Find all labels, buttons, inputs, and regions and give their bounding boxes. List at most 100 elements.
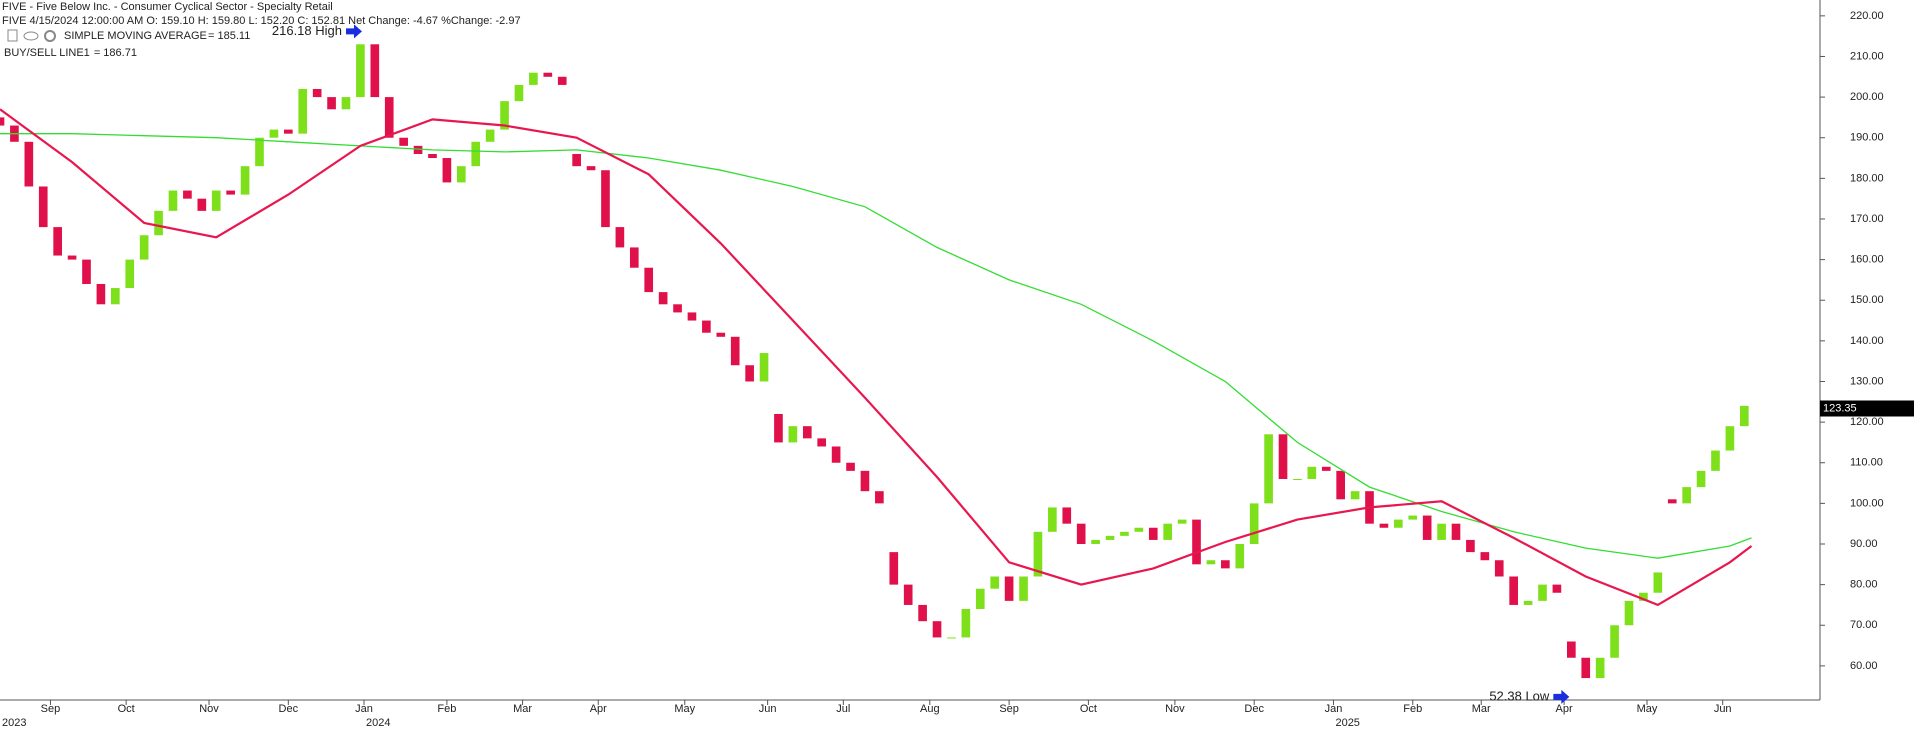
year-label: 2023 [2, 717, 26, 729]
candle [341, 97, 351, 110]
last-price-box [1820, 400, 1914, 417]
candle [932, 621, 942, 638]
candle [1350, 491, 1360, 500]
x-tick-label: Jun [759, 703, 777, 715]
candle [1076, 523, 1086, 544]
candle [702, 320, 711, 333]
candle [1249, 503, 1259, 544]
candle [1379, 523, 1389, 528]
x-tick-label: Mar [513, 703, 532, 715]
candle [327, 97, 336, 110]
candle [1062, 507, 1072, 524]
annotation-label: 216.18 High [272, 23, 342, 38]
candle [831, 446, 841, 463]
candle [485, 129, 495, 142]
toolbar-icons[interactable] [7, 29, 56, 42]
candle [211, 190, 221, 211]
candle [1293, 478, 1302, 480]
candle [1480, 552, 1490, 561]
candle [774, 413, 783, 443]
candle [1667, 499, 1677, 504]
candle [1264, 434, 1273, 504]
candle [1019, 576, 1028, 601]
candle [1581, 657, 1591, 679]
legend-value: = 186.71 [94, 47, 137, 59]
candle [471, 141, 481, 167]
x-tick-label: Oct [1080, 703, 1097, 715]
candle [1120, 531, 1129, 536]
candle [1494, 560, 1504, 577]
candle [1321, 466, 1331, 471]
y-tick-label: 220.00 [1850, 10, 1884, 22]
candle [572, 153, 581, 167]
candle [961, 608, 971, 638]
candle [298, 88, 308, 134]
trash-icon[interactable] [7, 29, 18, 42]
eye-icon[interactable] [23, 31, 39, 41]
candle [975, 588, 985, 609]
year-label: 2025 [1335, 717, 1359, 729]
candle [860, 470, 870, 492]
candle [1538, 584, 1547, 601]
candle [687, 312, 697, 321]
candle [673, 304, 682, 313]
x-tick-label: Sep [41, 703, 61, 715]
x-tick-label: Jan [1325, 703, 1343, 715]
candle [139, 235, 149, 260]
candle [1725, 426, 1735, 451]
candle [1739, 405, 1749, 427]
candle [1523, 600, 1533, 605]
gear-icon[interactable] [44, 30, 56, 42]
candle [658, 292, 668, 305]
candle [154, 210, 163, 236]
x-tick-label: Nov [199, 703, 219, 715]
candle [1624, 600, 1634, 626]
x-tick-label: Mar [1472, 703, 1491, 715]
candle [1552, 584, 1562, 593]
candle [903, 584, 913, 605]
candle [1091, 539, 1100, 544]
candle [875, 491, 884, 504]
candle [745, 365, 754, 382]
candle [644, 267, 654, 293]
candle [399, 137, 408, 146]
y-tick-label: 100.00 [1850, 497, 1884, 509]
x-tick-label: Sep [999, 703, 1019, 715]
y-tick-label: 180.00 [1850, 172, 1884, 184]
candle [500, 101, 509, 130]
candle [586, 166, 596, 171]
candle [1177, 519, 1187, 524]
legend-value: = 185.11 [208, 30, 250, 42]
candle [1307, 466, 1317, 479]
x-tick-label: Jan [355, 703, 373, 715]
y-tick-label: 170.00 [1850, 213, 1884, 225]
x-tick-label: Jun [1714, 703, 1732, 715]
candle [846, 462, 855, 471]
candle [730, 336, 740, 366]
candle [1134, 527, 1144, 532]
candle [125, 259, 135, 289]
candle [716, 332, 726, 337]
candle [802, 426, 812, 439]
last-price-label: 123.35 [1823, 402, 1857, 414]
candle [82, 259, 91, 284]
annotation-arrow [346, 24, 362, 39]
x-tick-label: Dec [279, 703, 299, 715]
x-tick-label: Feb [1403, 703, 1422, 715]
candle [168, 190, 178, 211]
ma-line [0, 133, 1752, 559]
candle [1653, 572, 1663, 593]
candle [918, 604, 927, 622]
candle [0, 117, 5, 126]
candle [529, 72, 538, 85]
candle [413, 145, 423, 154]
candle [269, 129, 279, 138]
candle [1639, 592, 1648, 601]
candle [53, 227, 62, 256]
candle [543, 72, 553, 77]
candle [283, 129, 293, 134]
candle [557, 76, 567, 85]
candle [1148, 527, 1158, 540]
candle [183, 190, 192, 199]
candle [990, 576, 1000, 589]
